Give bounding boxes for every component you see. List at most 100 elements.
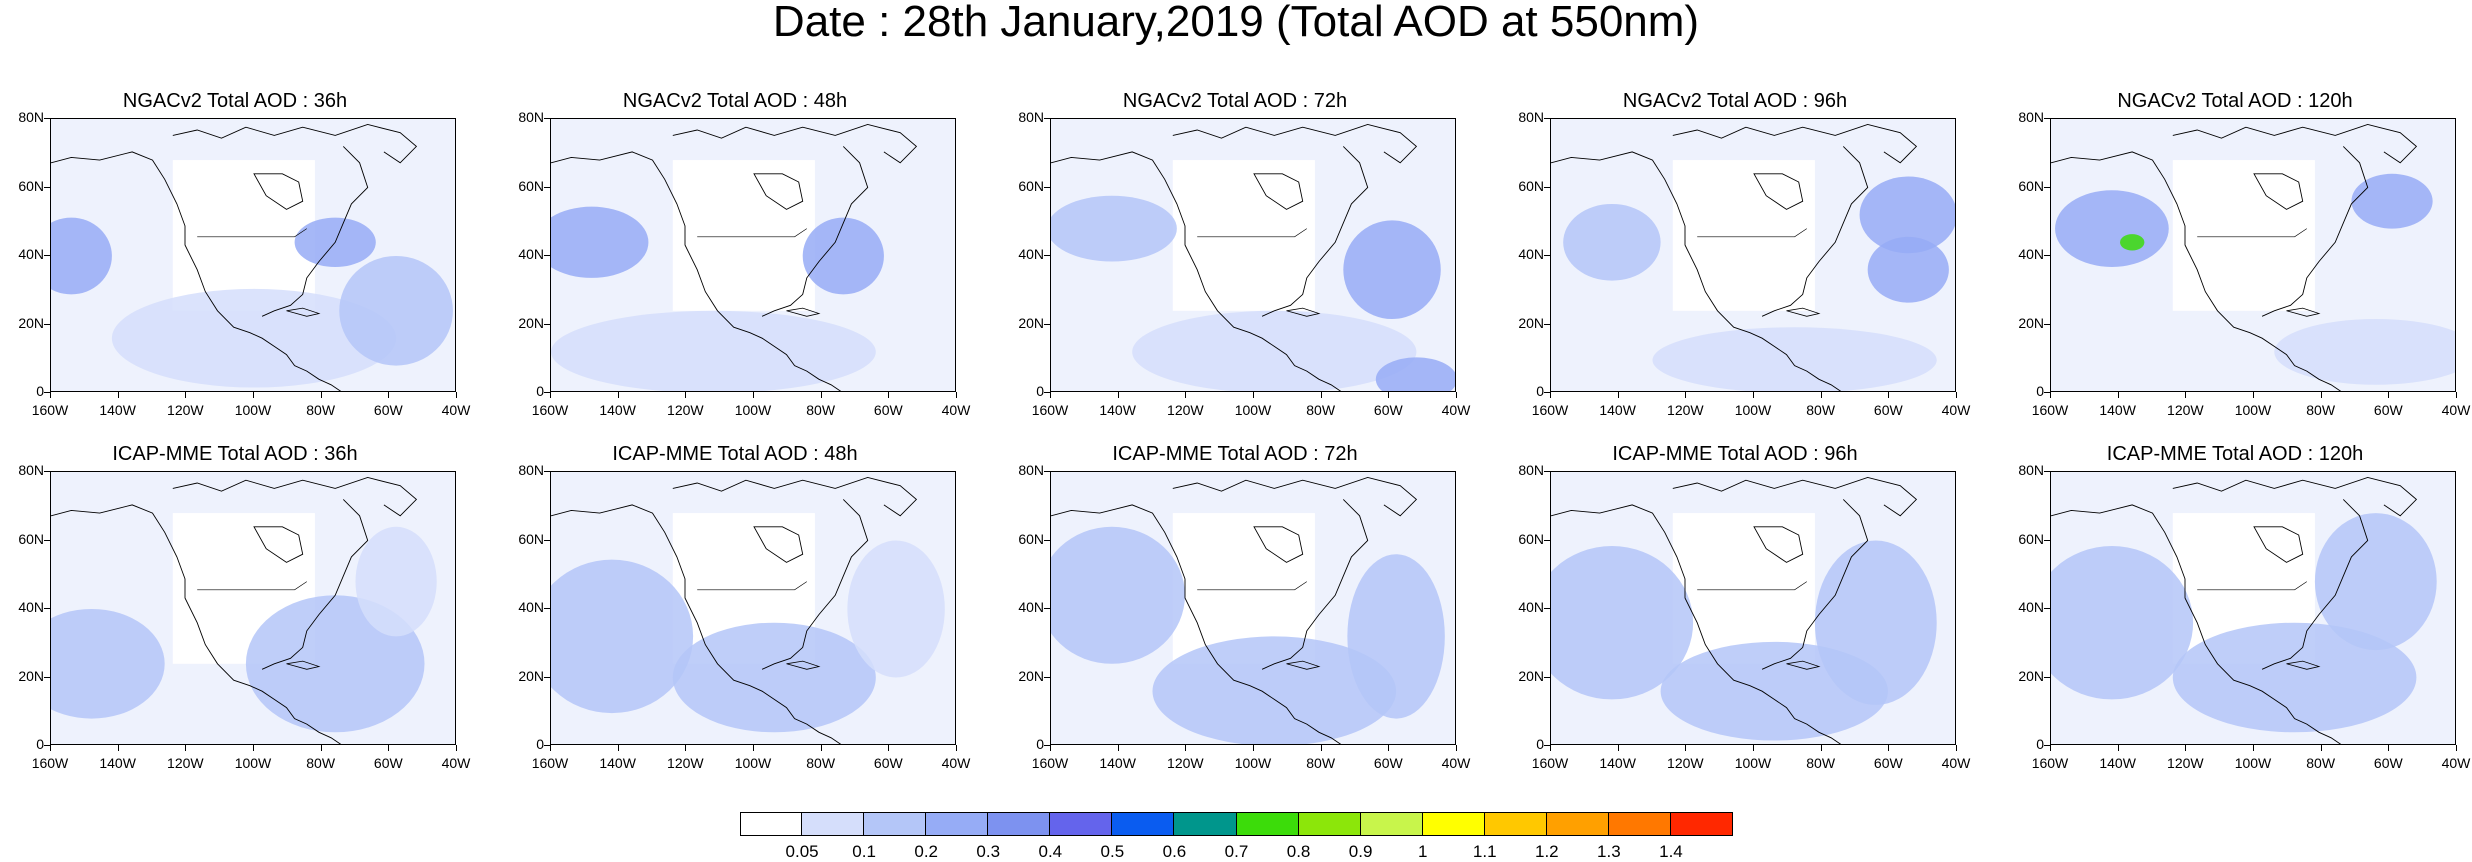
lat-tick (1044, 539, 1050, 541)
lon-tick (50, 392, 51, 398)
lat-tick-label: 0 (1036, 383, 1044, 399)
lat-tick-label: 20N (18, 314, 44, 331)
lat-tick (1044, 255, 1050, 256)
lon-tick-label: 40W (941, 755, 971, 771)
lon-tick-label: 140W (1099, 755, 1136, 771)
lon-tick (1320, 392, 1322, 398)
lon-tick (117, 745, 119, 751)
lat-tick (1044, 608, 1050, 609)
lon-tick-label: 60W (1373, 755, 1403, 771)
lon-tick-label: 80W (2306, 402, 2336, 418)
lat-tick (544, 392, 550, 393)
lon-tick (1685, 745, 1687, 751)
lon-tick-label: 120W (667, 755, 704, 771)
lon-tick-label: 80W (1806, 755, 1836, 771)
lon-tick-label: 80W (1806, 402, 1836, 418)
lon-tick-label: 100W (1234, 402, 1272, 418)
colorbar-label: 0.9 (1348, 842, 1373, 861)
lon-tick (1820, 745, 1822, 751)
lat-tick-label: 0 (536, 383, 544, 399)
lon-tick (1117, 745, 1119, 751)
lat-tick (1544, 539, 1550, 541)
lon-tick-label: 120W (667, 402, 704, 418)
lon-tick-label: 120W (167, 755, 204, 771)
lat-tick (544, 118, 550, 119)
colorbar-label: 1.4 (1659, 842, 1683, 861)
lon-tick (2185, 745, 2187, 751)
lon-tick-label: 80W (806, 402, 836, 418)
lon-tick-label: 140W (2099, 755, 2136, 771)
lat-tick (544, 255, 550, 256)
lon-tick-label: 140W (99, 402, 136, 418)
lat-tick-label: 20N (1018, 667, 1044, 684)
lon-tick (956, 392, 957, 398)
lat-tick-label: 0 (536, 736, 544, 752)
lat-tick (44, 323, 50, 325)
lon-tick-label: 60W (2373, 402, 2403, 418)
lat-tick-label: 20N (518, 314, 544, 331)
lat-tick (44, 255, 50, 256)
lat-tick-label: 0 (36, 383, 44, 399)
lon-tick-label: 160W (2031, 755, 2069, 771)
aod-map (50, 118, 456, 392)
colorbar-swatch (1174, 812, 1237, 836)
lat-tick-label: 60N (18, 530, 44, 547)
aod-map (1550, 471, 1956, 745)
lat-tick (44, 392, 50, 393)
lat-tick-label: 40N (518, 246, 544, 262)
lon-tick (2117, 745, 2119, 751)
lon-tick (117, 392, 119, 398)
lon-tick (1456, 392, 1457, 398)
map-panel: ICAP-MME Total AOD : 120h 80N 60N 40N 20N 0 16… (2000, 443, 2470, 823)
colorbar-label: 0.3 (976, 842, 1001, 861)
lat-tick-label: 40N (1018, 599, 1044, 615)
lon-tick (2320, 745, 2322, 751)
map-panel: ICAP-MME Total AOD : 96h 80N 60N 40N 20N 0 160… (1500, 443, 1970, 823)
lon-tick-label: 80W (2306, 755, 2336, 771)
lat-tick-label: 20N (18, 667, 44, 684)
colorbar-label: 1.2 (1534, 842, 1559, 861)
lon-tick (753, 745, 754, 751)
aod-map (2050, 471, 2456, 745)
colorbar: 0.05 0.1 0.2 0.3 0.4 0.5 0.6 0.7 0.8 0.9 1 1.1 1.2 1.… (740, 812, 1733, 861)
lon-tick-label: 160W (1031, 402, 1069, 418)
lat-tick-label: 60N (1518, 530, 1544, 547)
lat-tick (2044, 676, 2050, 678)
colorbar-label: 1.1 (1472, 842, 1497, 861)
lon-tick (1550, 392, 1551, 398)
lon-tick (1685, 392, 1687, 398)
lat-tick-label: 20N (1518, 667, 1544, 684)
lat-tick (544, 676, 550, 678)
lon-tick (185, 392, 187, 398)
lat-tick-label: 40N (1518, 246, 1544, 262)
lon-tick-label: 120W (167, 402, 204, 418)
lon-tick-label: 60W (2373, 755, 2403, 771)
lon-tick-label: 120W (1667, 402, 1704, 418)
panel-title: NGACv2 Total AOD : 36h (122, 90, 348, 112)
colorbar-swatch (1298, 812, 1361, 836)
lon-tick (888, 745, 890, 751)
lon-tick (1050, 745, 1051, 751)
lat-tick (44, 676, 50, 678)
lon-tick-label: 100W (734, 402, 772, 418)
figure-title: Date : 28th January,2019 (Total AOD at 5… (772, 0, 1700, 46)
map-panel: NGACv2 Total AOD : 36h 80N 60N 40N 20N 0 160W 1… (0, 90, 470, 470)
lat-tick (1544, 745, 1550, 746)
colorbar-swatch (988, 812, 1051, 836)
lat-tick (2044, 186, 2050, 188)
lat-tick (1544, 186, 1550, 188)
lon-tick (685, 745, 687, 751)
lon-tick-label: 40W (1441, 402, 1471, 418)
lon-tick (2117, 392, 2119, 398)
lat-tick (1544, 392, 1550, 393)
lon-tick-label: 40W (1941, 755, 1971, 771)
lon-tick-label: 40W (2441, 755, 2471, 771)
lat-tick (1544, 323, 1550, 325)
lat-tick-label: 60N (1018, 530, 1044, 547)
lat-tick (544, 323, 550, 325)
panel-title: ICAP-MME Total AOD : 48h (612, 443, 858, 465)
aod-map (2050, 118, 2456, 392)
lon-tick-label: 160W (531, 755, 569, 771)
lat-tick (2044, 608, 2050, 609)
lon-tick (1117, 392, 1119, 398)
